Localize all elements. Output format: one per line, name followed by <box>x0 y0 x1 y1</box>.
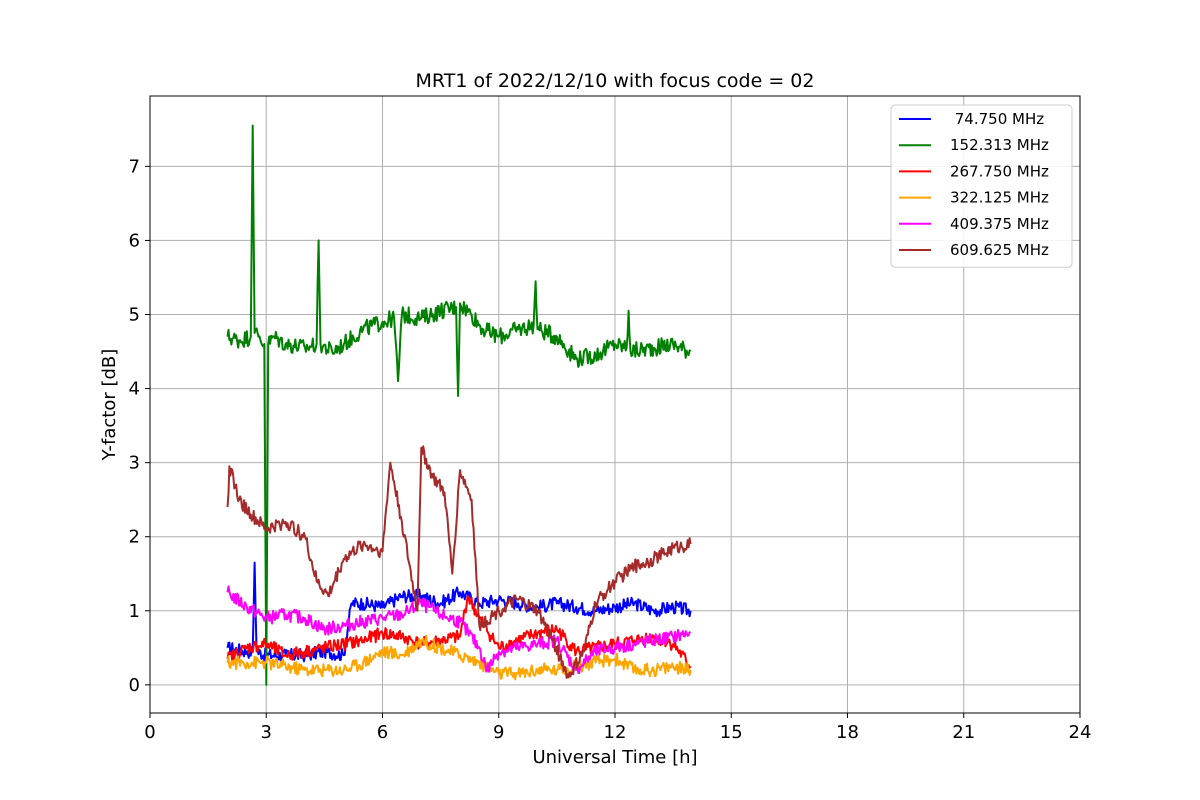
x-tick-label: 12 <box>604 722 627 743</box>
series-group <box>226 124 692 686</box>
x-axis-label: Universal Time [h] <box>532 747 697 768</box>
y-tick-label: 3 <box>129 453 140 474</box>
legend-box <box>890 104 1073 268</box>
series-line <box>226 445 692 679</box>
legend-label: 409.375 MHz <box>950 215 1049 233</box>
x-tick-label: 15 <box>720 722 743 743</box>
y-tick-label: 5 <box>129 305 140 326</box>
x-tick-label: 18 <box>836 722 859 743</box>
legend: 74.750 MHz 152.313 MHz 267.750 MHz 322.125 … <box>890 104 1073 268</box>
y-tick-label: 6 <box>129 230 140 251</box>
y-tick-label: 2 <box>129 527 140 548</box>
series-line <box>226 595 692 669</box>
x-tick-label: 0 <box>144 722 155 743</box>
legend-label: 267.750 MHz <box>950 162 1049 180</box>
series-line <box>226 124 692 686</box>
legend-label: 152.313 MHz <box>950 136 1049 154</box>
chart-title: MRT1 of 2022/12/10 with focus code = 02 <box>416 70 815 92</box>
y-tick-label: 4 <box>129 379 140 400</box>
legend-label: 609.625 MHz <box>950 241 1049 259</box>
x-tick-label: 24 <box>1069 722 1092 743</box>
x-tick-label: 21 <box>952 722 975 743</box>
series-line <box>226 634 692 681</box>
y-tick-label: 7 <box>129 156 140 177</box>
series-line <box>226 585 692 675</box>
legend-label: 322.125 MHz <box>950 189 1049 207</box>
y-tick-label: 1 <box>129 601 140 622</box>
x-tick-label: 6 <box>377 722 388 743</box>
legend-label: 74.750 MHz <box>950 110 1044 128</box>
x-tick-label: 3 <box>261 722 272 743</box>
x-tick-label: 9 <box>493 722 504 743</box>
y-axis-label: Y-factor [dB] <box>99 349 120 462</box>
y-tick-label: 0 <box>129 675 140 696</box>
